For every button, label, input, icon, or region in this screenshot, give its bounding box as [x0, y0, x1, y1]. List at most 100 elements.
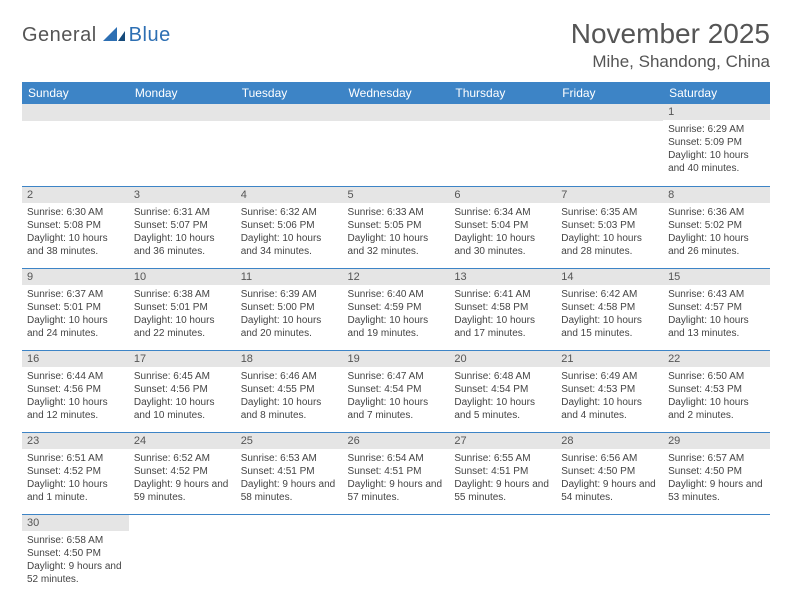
day-number: 20 [449, 351, 556, 367]
day-number: 1 [663, 104, 770, 120]
empty-day-bar [129, 104, 236, 121]
day-cell: 2Sunrise: 6:30 AMSunset: 5:08 PMDaylight… [22, 186, 129, 268]
day-details: Sunrise: 6:36 AMSunset: 5:02 PMDaylight:… [663, 203, 770, 261]
day-number: 6 [449, 187, 556, 203]
calendar-table: SundayMondayTuesdayWednesdayThursdayFrid… [22, 82, 770, 596]
day-details: Sunrise: 6:46 AMSunset: 4:55 PMDaylight:… [236, 367, 343, 425]
day-cell: 30Sunrise: 6:58 AMSunset: 4:50 PMDayligh… [22, 514, 129, 596]
day-cell: 28Sunrise: 6:56 AMSunset: 4:50 PMDayligh… [556, 432, 663, 514]
day-details: Sunrise: 6:40 AMSunset: 4:59 PMDaylight:… [343, 285, 450, 343]
day-cell [449, 514, 556, 596]
day-cell [236, 104, 343, 186]
day-details: Sunrise: 6:32 AMSunset: 5:06 PMDaylight:… [236, 203, 343, 261]
day-details: Sunrise: 6:57 AMSunset: 4:50 PMDaylight:… [663, 449, 770, 507]
day-cell: 1Sunrise: 6:29 AMSunset: 5:09 PMDaylight… [663, 104, 770, 186]
day-cell: 29Sunrise: 6:57 AMSunset: 4:50 PMDayligh… [663, 432, 770, 514]
day-number: 16 [22, 351, 129, 367]
day-number: 9 [22, 269, 129, 285]
day-cell: 14Sunrise: 6:42 AMSunset: 4:58 PMDayligh… [556, 268, 663, 350]
day-details: Sunrise: 6:54 AMSunset: 4:51 PMDaylight:… [343, 449, 450, 507]
title-block: November 2025 Mihe, Shandong, China [571, 18, 770, 72]
logo-text-general: General [22, 24, 97, 47]
week-row: 16Sunrise: 6:44 AMSunset: 4:56 PMDayligh… [22, 350, 770, 432]
sail-icon [103, 27, 125, 41]
empty-day-bar [236, 104, 343, 121]
day-number: 18 [236, 351, 343, 367]
day-cell [343, 514, 450, 596]
day-cell: 26Sunrise: 6:54 AMSunset: 4:51 PMDayligh… [343, 432, 450, 514]
day-cell: 15Sunrise: 6:43 AMSunset: 4:57 PMDayligh… [663, 268, 770, 350]
day-header: Tuesday [236, 82, 343, 104]
day-cell: 8Sunrise: 6:36 AMSunset: 5:02 PMDaylight… [663, 186, 770, 268]
day-number: 30 [22, 515, 129, 531]
day-number: 12 [343, 269, 450, 285]
day-header: Wednesday [343, 82, 450, 104]
day-number: 4 [236, 187, 343, 203]
day-details: Sunrise: 6:34 AMSunset: 5:04 PMDaylight:… [449, 203, 556, 261]
day-number: 15 [663, 269, 770, 285]
day-number: 5 [343, 187, 450, 203]
day-cell: 3Sunrise: 6:31 AMSunset: 5:07 PMDaylight… [129, 186, 236, 268]
day-details: Sunrise: 6:30 AMSunset: 5:08 PMDaylight:… [22, 203, 129, 261]
day-number: 17 [129, 351, 236, 367]
day-number: 19 [343, 351, 450, 367]
week-row: 30Sunrise: 6:58 AMSunset: 4:50 PMDayligh… [22, 514, 770, 596]
empty-day-bar [343, 104, 450, 121]
day-number: 3 [129, 187, 236, 203]
day-details: Sunrise: 6:42 AMSunset: 4:58 PMDaylight:… [556, 285, 663, 343]
day-cell [236, 514, 343, 596]
day-cell: 12Sunrise: 6:40 AMSunset: 4:59 PMDayligh… [343, 268, 450, 350]
day-cell [343, 104, 450, 186]
day-details: Sunrise: 6:51 AMSunset: 4:52 PMDaylight:… [22, 449, 129, 507]
day-details: Sunrise: 6:58 AMSunset: 4:50 PMDaylight:… [22, 531, 129, 589]
day-cell: 18Sunrise: 6:46 AMSunset: 4:55 PMDayligh… [236, 350, 343, 432]
day-cell: 25Sunrise: 6:53 AMSunset: 4:51 PMDayligh… [236, 432, 343, 514]
day-number: 7 [556, 187, 663, 203]
day-number: 13 [449, 269, 556, 285]
day-cell: 19Sunrise: 6:47 AMSunset: 4:54 PMDayligh… [343, 350, 450, 432]
day-details: Sunrise: 6:43 AMSunset: 4:57 PMDaylight:… [663, 285, 770, 343]
day-number: 24 [129, 433, 236, 449]
day-number: 25 [236, 433, 343, 449]
empty-day-bar [556, 104, 663, 121]
day-cell: 21Sunrise: 6:49 AMSunset: 4:53 PMDayligh… [556, 350, 663, 432]
day-cell: 11Sunrise: 6:39 AMSunset: 5:00 PMDayligh… [236, 268, 343, 350]
day-cell: 17Sunrise: 6:45 AMSunset: 4:56 PMDayligh… [129, 350, 236, 432]
day-number: 28 [556, 433, 663, 449]
week-row: 9Sunrise: 6:37 AMSunset: 5:01 PMDaylight… [22, 268, 770, 350]
month-title: November 2025 [571, 18, 770, 50]
day-header-row: SundayMondayTuesdayWednesdayThursdayFrid… [22, 82, 770, 104]
logo: General Blue [22, 24, 171, 47]
day-details: Sunrise: 6:50 AMSunset: 4:53 PMDaylight:… [663, 367, 770, 425]
day-cell: 7Sunrise: 6:35 AMSunset: 5:03 PMDaylight… [556, 186, 663, 268]
day-details: Sunrise: 6:56 AMSunset: 4:50 PMDaylight:… [556, 449, 663, 507]
day-details: Sunrise: 6:41 AMSunset: 4:58 PMDaylight:… [449, 285, 556, 343]
empty-day-bar [22, 104, 129, 121]
week-row: 23Sunrise: 6:51 AMSunset: 4:52 PMDayligh… [22, 432, 770, 514]
day-header: Saturday [663, 82, 770, 104]
day-number: 21 [556, 351, 663, 367]
day-details: Sunrise: 6:53 AMSunset: 4:51 PMDaylight:… [236, 449, 343, 507]
location: Mihe, Shandong, China [571, 52, 770, 72]
day-cell [556, 514, 663, 596]
day-details: Sunrise: 6:37 AMSunset: 5:01 PMDaylight:… [22, 285, 129, 343]
day-number: 29 [663, 433, 770, 449]
week-row: 1Sunrise: 6:29 AMSunset: 5:09 PMDaylight… [22, 104, 770, 186]
day-details: Sunrise: 6:45 AMSunset: 4:56 PMDaylight:… [129, 367, 236, 425]
day-cell: 5Sunrise: 6:33 AMSunset: 5:05 PMDaylight… [343, 186, 450, 268]
day-cell: 24Sunrise: 6:52 AMSunset: 4:52 PMDayligh… [129, 432, 236, 514]
day-details: Sunrise: 6:55 AMSunset: 4:51 PMDaylight:… [449, 449, 556, 507]
day-header: Monday [129, 82, 236, 104]
day-cell: 9Sunrise: 6:37 AMSunset: 5:01 PMDaylight… [22, 268, 129, 350]
day-details: Sunrise: 6:47 AMSunset: 4:54 PMDaylight:… [343, 367, 450, 425]
day-cell: 20Sunrise: 6:48 AMSunset: 4:54 PMDayligh… [449, 350, 556, 432]
day-details: Sunrise: 6:31 AMSunset: 5:07 PMDaylight:… [129, 203, 236, 261]
day-number: 27 [449, 433, 556, 449]
day-cell: 22Sunrise: 6:50 AMSunset: 4:53 PMDayligh… [663, 350, 770, 432]
day-details: Sunrise: 6:52 AMSunset: 4:52 PMDaylight:… [129, 449, 236, 507]
day-number: 11 [236, 269, 343, 285]
week-row: 2Sunrise: 6:30 AMSunset: 5:08 PMDaylight… [22, 186, 770, 268]
day-details: Sunrise: 6:48 AMSunset: 4:54 PMDaylight:… [449, 367, 556, 425]
day-cell [556, 104, 663, 186]
day-details: Sunrise: 6:44 AMSunset: 4:56 PMDaylight:… [22, 367, 129, 425]
